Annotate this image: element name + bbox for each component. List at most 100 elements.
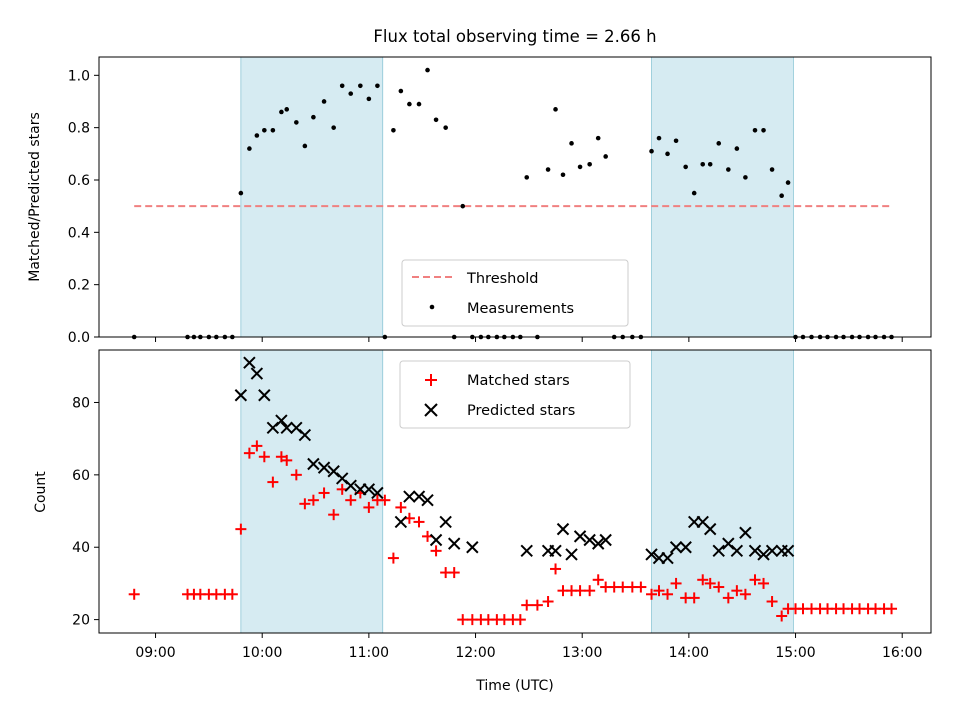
matched-star-point [653, 585, 665, 597]
measurement-point [726, 167, 731, 172]
measurement-point [665, 151, 670, 157]
bottom-x-tick-label: 11:00 [349, 645, 389, 661]
top-shaded-spans [240, 56, 794, 338]
matched-star-point [128, 588, 140, 600]
matched-star-point [731, 585, 743, 597]
matched-star-point [363, 501, 375, 513]
predicted-star-point [781, 544, 795, 558]
bottom-panel: 20 40 60 80 09:00 10:00 11:00 12:00 13:00 14:00 1… [33, 349, 932, 694]
measurements-legend-label: Measurements [467, 301, 574, 317]
bottom-shaded-spans [240, 349, 794, 634]
predicted-star-point [317, 461, 331, 474]
measurement-point [262, 127, 267, 133]
measurement-point [779, 193, 784, 198]
predicted-star-point [403, 490, 416, 503]
top-plot-frame [98, 56, 932, 338]
measurement-point [545, 167, 551, 172]
measurement-point [375, 83, 380, 89]
matched-star-point [646, 588, 658, 600]
measurement-point [691, 190, 697, 196]
measurement-point [302, 143, 308, 149]
predicted-star-point [765, 544, 779, 558]
predicted-star-point [520, 544, 533, 558]
measurement-point [270, 127, 276, 133]
matched-star-point [521, 599, 533, 611]
bottom-shaded-span-1 [651, 349, 794, 634]
matched-star-point [226, 588, 238, 600]
bottom-x-tick-label: 16:00 [882, 645, 922, 661]
matched-star-point [670, 577, 682, 589]
measurement-point [294, 120, 299, 125]
matched-star-point [704, 577, 716, 589]
bottom-plot-frame [98, 349, 932, 634]
predicted-star-point [466, 541, 479, 554]
measurement-point [785, 180, 791, 185]
matched-star-point [514, 614, 526, 626]
top-y-tick-label: 0.2 [68, 278, 90, 294]
bottom-y-tick-label: 20 [72, 613, 90, 629]
predicted-star-point [234, 389, 248, 402]
measurement-point [673, 138, 679, 144]
top-panel: Flux total observing time = 2.66 h 0.00.… [27, 27, 932, 346]
matched-star-point [387, 552, 399, 564]
top-x-ticks [155, 337, 903, 342]
top-legend: Threshold Measurements [401, 259, 629, 327]
matched-star-point [328, 509, 340, 521]
measurement-point [707, 161, 713, 167]
measurement-point [524, 175, 530, 180]
measurement-point [416, 101, 422, 107]
top-y-tick-label: 0.8 [68, 121, 90, 137]
predicted-star-point [258, 389, 271, 402]
measurement-point [649, 148, 654, 154]
top-y-ticks: 0.0 0.2 0.4 0.6 0.8 1.0 [68, 68, 99, 346]
matched-star-point [739, 588, 751, 600]
matched-legend-label: Matched stars [467, 373, 570, 389]
matched-star-point [448, 567, 460, 579]
bottom-x-tick-label: 09:00 [135, 645, 175, 661]
bottom-x-tick-label: 12:00 [455, 645, 495, 661]
matched-star-point [688, 592, 700, 604]
matched-star-point [574, 585, 586, 597]
top-y-tick-label: 1.0 [68, 68, 90, 84]
matched-stars-points [128, 440, 898, 626]
top-title: Flux total observing time = 2.66 h [373, 27, 656, 46]
threshold-legend-label: Threshold [466, 271, 538, 287]
matched-star-point [749, 574, 761, 586]
measurement-point [603, 154, 608, 159]
measurement-point [284, 107, 290, 112]
bottom-y-tick-label: 40 [72, 540, 90, 556]
predicted-star-point [394, 515, 408, 529]
matched-star-point [697, 574, 709, 586]
measurement-point [553, 107, 558, 112]
measurement-point [683, 164, 688, 170]
measurement-point [460, 203, 466, 209]
bottom-y-axis-label: Count [33, 471, 49, 513]
matched-star-point [635, 581, 647, 593]
measurement-point [577, 164, 583, 170]
bottom-x-axis-label: Time (UTC) [475, 678, 553, 694]
matched-star-point [542, 596, 554, 608]
matched-star-point [550, 563, 562, 575]
predicted-star-point [344, 479, 357, 492]
matched-star-point [251, 440, 263, 452]
matched-star-point [290, 469, 302, 481]
measurement-point [407, 101, 412, 107]
predicted-star-point [565, 548, 578, 561]
measurements-legend-swatch [429, 304, 435, 310]
matched-star-point [307, 494, 319, 506]
predicted-star-point [661, 551, 674, 565]
measurement-point [560, 172, 566, 178]
bottom-x-tick-label: 15:00 [775, 645, 815, 661]
measurement-point [752, 127, 758, 133]
bottom-y-ticks: 20 40 60 80 [72, 395, 99, 629]
bottom-x-tick-label: 13:00 [562, 645, 602, 661]
bottom-legend: Matched stars Predicted stars [399, 360, 631, 429]
measurement-point [398, 88, 404, 94]
top-y-tick-label: 0.4 [68, 225, 90, 241]
predicted-star-point [556, 522, 570, 536]
predicted-star-point [739, 526, 752, 539]
predicted-star-point [429, 533, 443, 547]
predicted-legend-swatch [424, 403, 438, 417]
predicted-star-point [730, 544, 744, 558]
measurement-point [656, 135, 662, 141]
